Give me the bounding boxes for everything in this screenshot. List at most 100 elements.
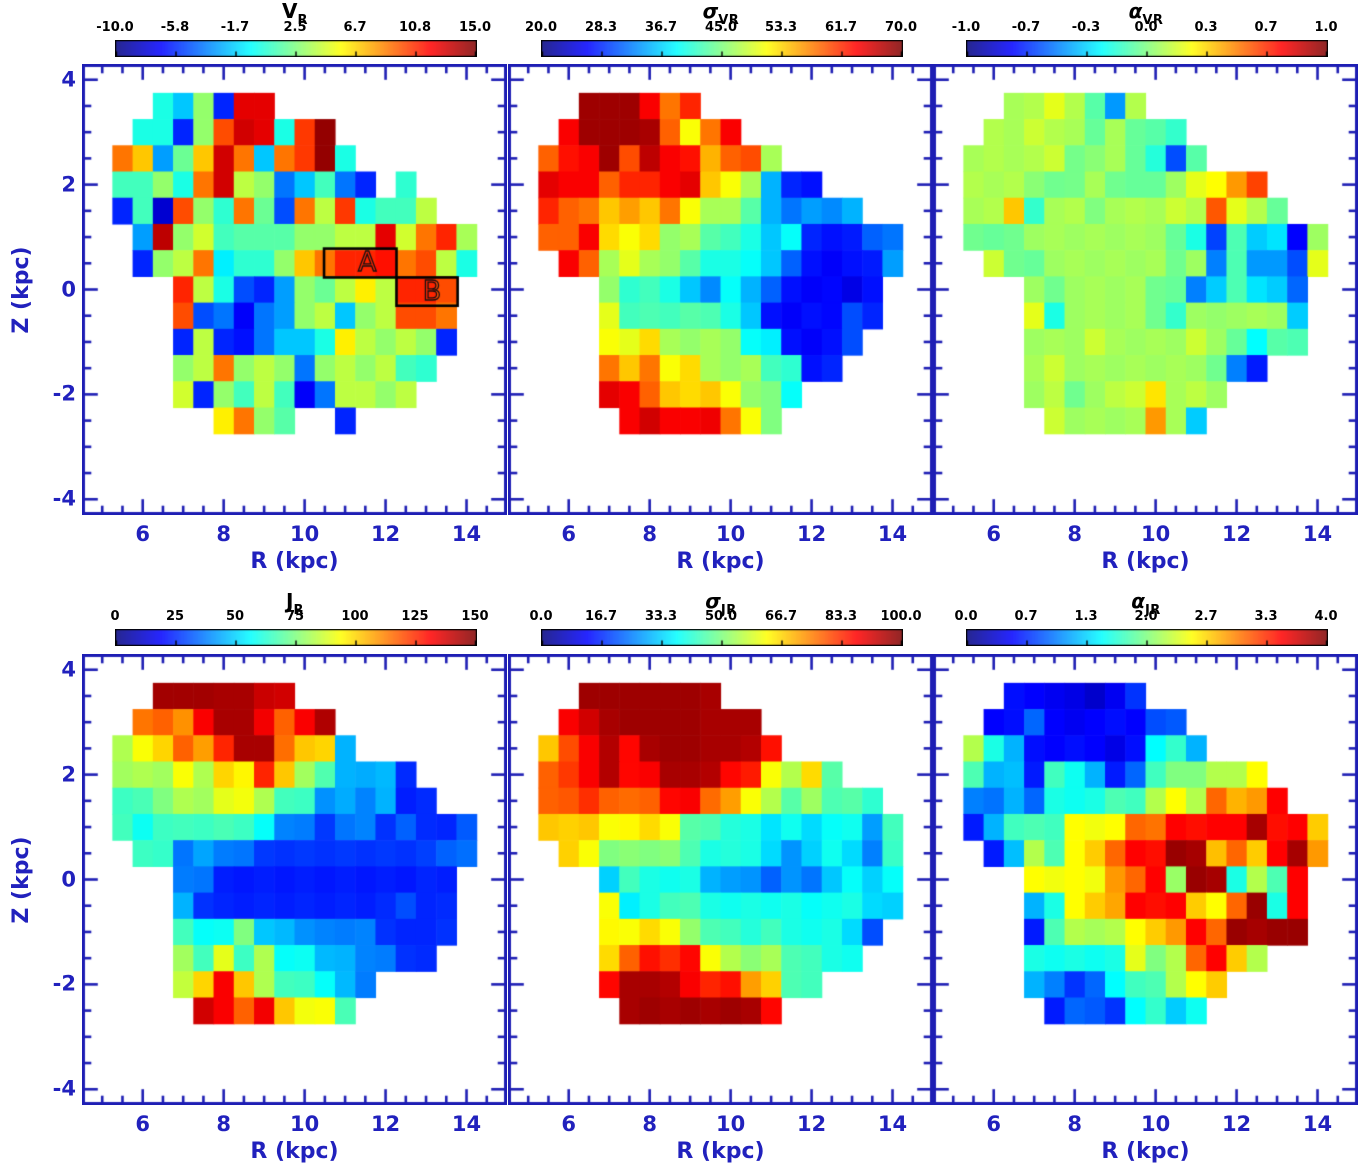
- colorbar-tick-label: -0.3: [1071, 20, 1101, 35]
- colorbar-tick-label: 2.7: [1194, 609, 1218, 624]
- x-tick-label: 8: [1067, 1112, 1082, 1136]
- x-tick-label: 12: [370, 1112, 401, 1136]
- x-axis-label: R (kpc): [676, 549, 765, 574]
- y-tick-label: 2: [61, 172, 76, 197]
- colorbar-tick-label: -1.7: [220, 20, 250, 35]
- colorbar-tick-label: 10.8: [398, 20, 432, 35]
- colorbar-JR: [115, 629, 477, 646]
- x-tick-label: 12: [1221, 1112, 1252, 1136]
- x-tick-label: 6: [986, 522, 1002, 546]
- x-tick-label: 14: [877, 1112, 908, 1136]
- y-axis-label: Z (kpc): [9, 245, 34, 334]
- colorbar-tick-label: 2.0: [1134, 609, 1158, 624]
- y-tick-label: -4: [52, 486, 76, 511]
- colorbar-tick-label: 20.0: [524, 20, 558, 35]
- title-subscript: R: [297, 13, 308, 28]
- panel-title-sigmaVR: σVR: [703, 1, 740, 27]
- colorbar-VR: [115, 40, 477, 57]
- title-main: σ: [702, 0, 719, 23]
- colorbar-tick-label: 70.0: [884, 20, 918, 35]
- x-tick-label: 6: [986, 1112, 1002, 1136]
- colorbar-tick-label: 36.7: [644, 20, 678, 35]
- title-subscript: JR: [720, 603, 737, 618]
- panel-title-alphaJR: αJR: [1131, 591, 1161, 617]
- title-main: J: [286, 589, 294, 613]
- colorbar-tick-label: 1.3: [1074, 609, 1098, 624]
- colorbar-tick-label: 0: [110, 609, 120, 624]
- colorbar-tick-label: 3.3: [1254, 609, 1278, 624]
- x-axis-label: R (kpc): [250, 549, 339, 574]
- x-tick-label: 12: [370, 522, 401, 546]
- heatmap-canvas-alphaJR: [933, 654, 1358, 1105]
- x-tick-label: 10: [1140, 1112, 1171, 1136]
- x-tick-label: 6: [135, 1112, 151, 1136]
- title-subscript: VR: [1142, 13, 1164, 28]
- colorbar-tick-label: 100.0: [880, 609, 922, 624]
- x-tick-label: 10: [715, 522, 746, 546]
- x-tick-label: 14: [1302, 1112, 1333, 1136]
- x-tick-label: 6: [561, 522, 577, 546]
- colorbar-sigmaVR: [541, 40, 903, 57]
- colorbar-tick-label: -1.0: [951, 20, 981, 35]
- x-axis-label: R (kpc): [250, 1139, 339, 1164]
- colorbar-tick-label: -10.0: [96, 20, 134, 35]
- x-tick-label: 10: [715, 1112, 746, 1136]
- colorbar-tick-label: 15.0: [458, 20, 492, 35]
- colorbar-tick-label: 125: [401, 609, 429, 624]
- y-axis-label: Z (kpc): [9, 835, 34, 924]
- colorbar-tick-label: 53.3: [764, 20, 798, 35]
- x-tick-label: 6: [561, 1112, 577, 1136]
- x-tick-label: 14: [451, 1112, 482, 1136]
- x-tick-label: 10: [1140, 522, 1171, 546]
- y-tick-label: 4: [61, 657, 76, 682]
- colorbar-tick-label: 0.0: [1134, 20, 1158, 35]
- heatmap-canvas-alphaVR: [933, 64, 1358, 515]
- x-axis-label: R (kpc): [676, 1139, 765, 1164]
- colorbar-tick-label: 28.3: [584, 20, 618, 35]
- y-tick-label: -2: [52, 971, 76, 996]
- colorbar-tick-label: 45.0: [704, 20, 738, 35]
- colorbar-tick-label: 16.7: [584, 609, 618, 624]
- colorbar-tick-label: 0.7: [1014, 609, 1038, 624]
- y-tick-label: -4: [52, 1076, 76, 1101]
- colorbar-tick-label: 33.3: [644, 609, 678, 624]
- title-main: V: [282, 0, 298, 23]
- title-main: α: [1128, 0, 1143, 23]
- colorbar-tick-label: 83.3: [824, 609, 858, 624]
- colorbar-alphaVR: [966, 40, 1328, 57]
- title-subscript: VR: [718, 13, 740, 28]
- x-tick-label: 8: [642, 1112, 657, 1136]
- colorbar-tick-label: 50: [225, 609, 245, 624]
- colorbar-sigmaJR: [541, 629, 903, 646]
- title-subscript: JR: [1144, 603, 1161, 618]
- x-tick-label: 12: [796, 1112, 827, 1136]
- colorbar-tick-label: 0.0: [954, 609, 978, 624]
- y-tick-label: 0: [61, 867, 76, 891]
- colorbar-tick-label: 4.0: [1314, 609, 1338, 624]
- colorbar-tick-label: 0.3: [1194, 20, 1218, 35]
- panel-title-sigmaJR: σJR: [705, 591, 736, 617]
- x-tick-label: 10: [289, 522, 320, 546]
- y-tick-label: 0: [61, 277, 76, 301]
- panel-title-alphaVR: αVR: [1129, 1, 1164, 27]
- y-tick-label: 2: [61, 762, 76, 787]
- panel-title-VR: VR: [282, 1, 308, 27]
- heatmap-canvas-sigmaJR: [508, 654, 933, 1105]
- colorbar-tick-label: 61.7: [824, 20, 858, 35]
- colorbar-tick-label: 2.5: [283, 20, 307, 35]
- title-subscript: R: [293, 603, 304, 618]
- colorbar-tick-label: 0.7: [1254, 20, 1278, 35]
- x-tick-label: 12: [1221, 522, 1252, 546]
- heatmap-canvas-sigmaVR: [508, 64, 933, 515]
- heatmap-canvas-VR: [82, 64, 507, 515]
- y-tick-label: 4: [61, 67, 76, 92]
- colorbar-tick-label: -5.8: [160, 20, 190, 35]
- colorbar-tick-label: 25: [165, 609, 185, 624]
- panel-title-JR: JR: [286, 591, 304, 617]
- colorbar-tick-label: 50.0: [704, 609, 738, 624]
- x-tick-label: 14: [877, 522, 908, 546]
- colorbar-tick-label: 100: [341, 609, 369, 624]
- x-tick-label: 6: [135, 522, 151, 546]
- x-tick-label: 12: [796, 522, 827, 546]
